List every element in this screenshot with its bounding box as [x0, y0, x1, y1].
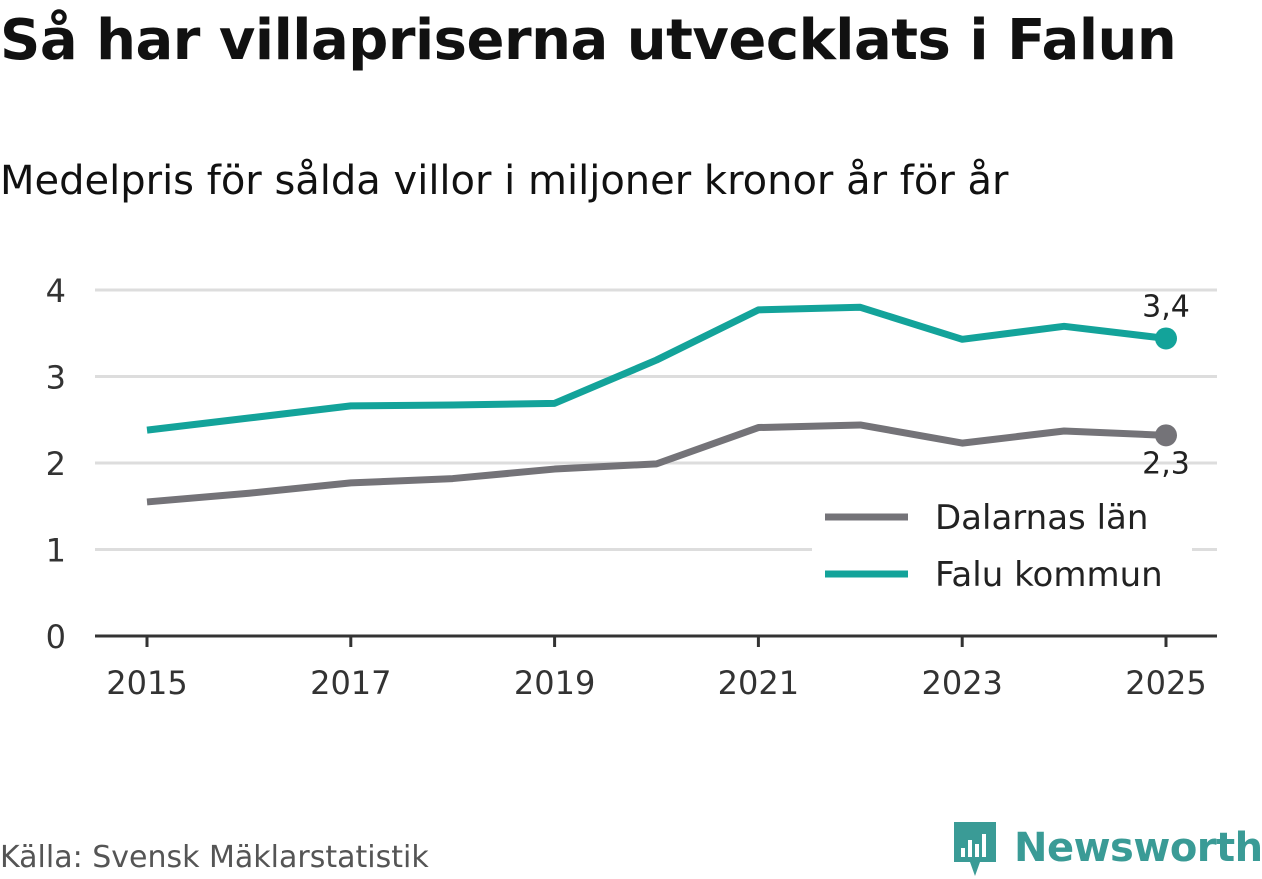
end-labels: 2,3 3,4	[1142, 289, 1190, 481]
y-tick-label: 2	[46, 445, 66, 483]
line-chart: 0 1 2 3 4 2015 2017 2019 2021 2023 2025 Dalarnas …	[46, 272, 1217, 702]
legend-label: Dalarnas län	[935, 498, 1148, 538]
newsworthy-logo-text: Newsworthy	[1014, 825, 1262, 871]
end-label: 3,4	[1142, 289, 1190, 324]
chart-title: Så har villapriserna utvecklats i Falun	[0, 8, 1177, 73]
chart-subtitle: Medelpris för sålda villor i miljoner kr…	[0, 158, 1009, 204]
y-tick-label: 4	[46, 272, 66, 310]
y-tick-label: 3	[46, 359, 66, 397]
newsworthy-logo[interactable]: Newsworthy	[950, 818, 1262, 878]
series-line-falu-kommun	[146, 303, 1167, 434]
y-tick-label: 0	[46, 618, 66, 656]
y-tick-label: 1	[46, 532, 66, 570]
y-axis: 0 1 2 3 4	[46, 272, 66, 656]
series-lines	[146, 303, 1177, 506]
x-tick-label: 2019	[514, 664, 595, 702]
end-label: 2,3	[1142, 446, 1190, 481]
end-point-dalarnas-län	[1155, 424, 1177, 447]
x-tick-label: 2023	[921, 664, 1002, 702]
end-point-falu-kommun	[1155, 327, 1177, 350]
legend: Dalarnas län Falu kommun	[812, 488, 1192, 600]
x-tick-label: 2017	[310, 664, 391, 702]
x-tick-label: 2015	[106, 664, 187, 702]
legend-label: Falu kommun	[935, 555, 1163, 595]
legend-background	[812, 488, 1192, 600]
x-tick-label: 2021	[718, 664, 799, 702]
x-axis: 2015 2017 2019 2021 2023 2025	[95, 634, 1217, 702]
newsworthy-logo-icon	[954, 822, 996, 876]
source-note: Källa: Svensk Mäklarstatistik	[0, 840, 429, 875]
series-line-dalarnas-län	[146, 421, 1167, 506]
x-tick-label: 2025	[1125, 664, 1206, 702]
